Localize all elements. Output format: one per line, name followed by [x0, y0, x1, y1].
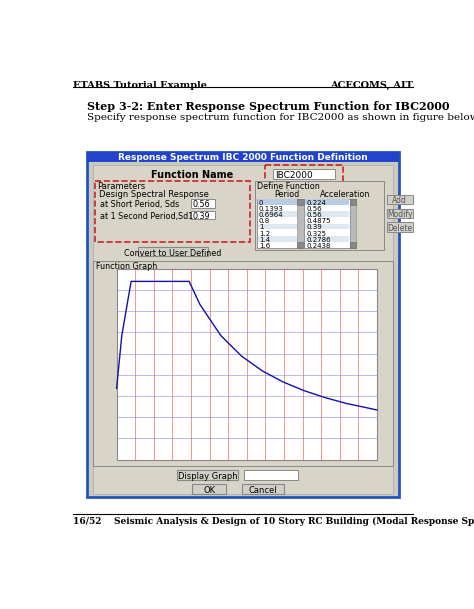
- Bar: [191, 211, 215, 219]
- Text: 1.2: 1.2: [259, 231, 270, 236]
- Bar: [244, 470, 298, 481]
- Text: ETABS Tutorial Example: ETABS Tutorial Example: [73, 81, 207, 90]
- Text: 1: 1: [259, 224, 263, 230]
- Bar: [273, 169, 335, 179]
- Text: Acceleration: Acceleration: [320, 190, 370, 199]
- Text: 0.6964: 0.6964: [259, 212, 283, 218]
- Text: 0.8: 0.8: [259, 218, 270, 224]
- Bar: [387, 209, 413, 218]
- Text: 0.4875: 0.4875: [306, 218, 331, 224]
- Text: 0.2438: 0.2438: [306, 243, 331, 249]
- Text: Display Graph: Display Graph: [178, 472, 237, 481]
- Text: 0.56: 0.56: [306, 206, 322, 212]
- Text: IBC2000: IBC2000: [275, 171, 313, 180]
- Text: Convert to User Defined: Convert to User Defined: [124, 248, 221, 258]
- Text: at 1 Second Period,Sd1: at 1 Second Period,Sd1: [100, 212, 193, 220]
- Text: Function Name: Function Name: [151, 170, 233, 180]
- Bar: [257, 224, 349, 230]
- Text: Specify response spectrum function for IBC2000 as shown in figure below: Specify response spectrum function for I…: [87, 113, 474, 122]
- Bar: [257, 199, 350, 248]
- Text: Delete: Delete: [387, 224, 412, 233]
- Text: at Short Period, Sds: at Short Period, Sds: [100, 200, 180, 209]
- Text: 0.224: 0.224: [306, 200, 326, 206]
- Text: Period: Period: [274, 190, 300, 199]
- Text: Add: Add: [392, 196, 407, 205]
- Text: 0: 0: [259, 200, 263, 206]
- Bar: [177, 470, 237, 481]
- Text: 0.56: 0.56: [306, 212, 322, 218]
- Text: 16/52    Seismic Analysis & Design of 10 Story RC Building (Modal Response Spect: 16/52 Seismic Analysis & Design of 10 St…: [73, 516, 474, 526]
- Text: 0.325: 0.325: [306, 231, 326, 236]
- Bar: [93, 261, 392, 466]
- Bar: [257, 217, 349, 224]
- Bar: [387, 222, 413, 231]
- Bar: [257, 230, 349, 236]
- Bar: [265, 164, 343, 183]
- Bar: [297, 199, 303, 248]
- Text: Design Spectral Response: Design Spectral Response: [99, 190, 209, 199]
- Bar: [257, 205, 349, 211]
- Bar: [255, 181, 383, 250]
- Text: 0.2786: 0.2786: [306, 237, 331, 243]
- Bar: [191, 199, 215, 208]
- Bar: [138, 247, 208, 256]
- Text: OK: OK: [203, 486, 215, 495]
- Text: 1.4: 1.4: [259, 237, 270, 243]
- Bar: [257, 242, 349, 248]
- Bar: [93, 166, 392, 493]
- Bar: [350, 199, 356, 205]
- Bar: [350, 199, 356, 248]
- Text: Parameters: Parameters: [97, 181, 146, 191]
- Text: 0.1393: 0.1393: [259, 206, 283, 212]
- Text: Function Graph: Function Graph: [96, 262, 158, 271]
- Bar: [87, 152, 399, 496]
- Text: Step 3-2: Enter Response Spectrum Function for IBC2000: Step 3-2: Enter Response Spectrum Functi…: [87, 101, 450, 112]
- Bar: [87, 152, 399, 163]
- Text: 0.39: 0.39: [306, 224, 322, 230]
- Bar: [387, 195, 413, 204]
- Text: ACECOMS, AIT: ACECOMS, AIT: [330, 81, 413, 90]
- Bar: [117, 269, 377, 460]
- Text: 1.6: 1.6: [259, 243, 270, 249]
- Text: Cancel: Cancel: [248, 486, 277, 495]
- Text: 0.56: 0.56: [193, 200, 210, 209]
- Bar: [192, 484, 226, 495]
- Text: 0.39: 0.39: [193, 212, 210, 220]
- Bar: [297, 199, 303, 205]
- Bar: [297, 242, 303, 248]
- Bar: [257, 199, 349, 205]
- Text: Define Function: Define Function: [257, 181, 320, 191]
- Bar: [242, 484, 283, 495]
- Bar: [257, 211, 349, 217]
- Bar: [257, 236, 349, 242]
- Bar: [350, 242, 356, 248]
- Text: Response Spectrum IBC 2000 Function Definition: Response Spectrum IBC 2000 Function Defi…: [118, 153, 368, 162]
- Bar: [95, 181, 250, 242]
- Text: Modify: Modify: [387, 210, 412, 219]
